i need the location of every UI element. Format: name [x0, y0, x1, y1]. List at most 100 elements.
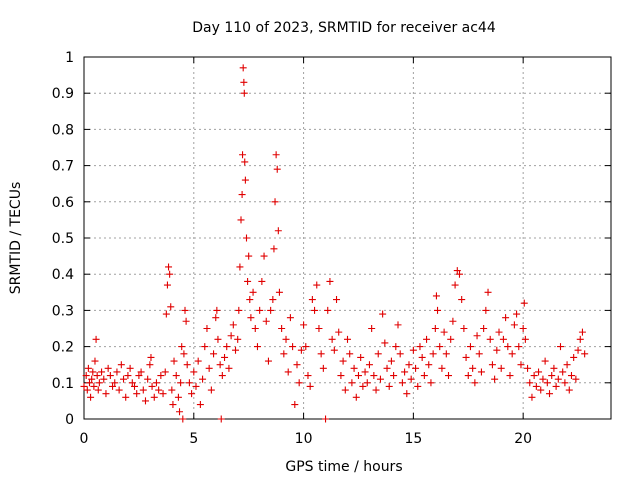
- data-point: [229, 321, 237, 329]
- data-point: [104, 364, 112, 372]
- data-point: [223, 343, 231, 351]
- data-point: [387, 357, 395, 365]
- data-point: [178, 343, 186, 351]
- data-point: [335, 328, 343, 336]
- y-tick-label: 0.9: [52, 86, 74, 102]
- data-point: [169, 401, 177, 409]
- data-point: [240, 89, 248, 97]
- data-point: [162, 310, 170, 318]
- data-point: [256, 306, 264, 314]
- data-point: [166, 270, 174, 278]
- axis-ticks: 00.10.20.30.40.50.60.70.80.910 5 10 15 20: [52, 50, 611, 447]
- data-point: [517, 361, 525, 369]
- data-point: [370, 372, 378, 380]
- data-point: [117, 361, 125, 369]
- data-point: [554, 375, 562, 383]
- data-point: [194, 357, 202, 365]
- data-point: [333, 296, 341, 304]
- data-point: [278, 325, 286, 332]
- data-point: [572, 375, 580, 383]
- data-point: [264, 357, 272, 365]
- data-point: [381, 339, 389, 347]
- y-tick-label: 0.8: [52, 122, 74, 138]
- data-point: [515, 343, 523, 351]
- data-point: [543, 379, 551, 387]
- data-point: [434, 306, 442, 314]
- data-point: [113, 368, 121, 376]
- data-point: [95, 379, 103, 387]
- data-point: [82, 372, 90, 380]
- data-point: [80, 382, 88, 390]
- data-point: [412, 364, 420, 372]
- data-point: [304, 372, 312, 380]
- data-point: [91, 357, 99, 365]
- data-point: [537, 386, 545, 394]
- data-point: [396, 350, 404, 358]
- data-point: [286, 314, 294, 322]
- data-point: [170, 357, 178, 365]
- data-point: [401, 368, 409, 376]
- data-point: [225, 364, 233, 372]
- data-point: [210, 350, 218, 358]
- data-point: [363, 379, 371, 387]
- data-point: [133, 390, 141, 398]
- data-point: [352, 393, 360, 401]
- data-point: [135, 372, 143, 380]
- data-point: [90, 382, 98, 390]
- data-point: [453, 267, 461, 275]
- data-point: [89, 368, 97, 376]
- data-point: [262, 317, 270, 325]
- data-point: [273, 165, 281, 173]
- plot-frame: [83, 56, 612, 420]
- data-point: [213, 306, 221, 314]
- data-point: [172, 372, 180, 380]
- data-point: [270, 245, 278, 253]
- data-point: [251, 325, 259, 332]
- chart-title: Day 110 of 2023, SRMTID for receiver ac4…: [192, 20, 496, 36]
- data-point: [407, 375, 415, 383]
- data-point: [372, 386, 380, 394]
- data-point: [124, 372, 132, 380]
- data-point: [246, 296, 254, 304]
- data-point: [122, 393, 130, 401]
- data-point: [495, 328, 503, 336]
- data-point: [326, 277, 334, 285]
- data-point: [431, 325, 439, 332]
- data-point: [183, 361, 191, 369]
- x-tick-label: 10: [295, 431, 313, 447]
- data-point: [458, 296, 466, 304]
- data-point: [403, 390, 411, 398]
- data-point: [317, 350, 325, 358]
- data-point: [311, 306, 319, 314]
- data-point: [368, 325, 376, 332]
- data-point: [530, 372, 538, 380]
- data-point: [155, 386, 163, 394]
- data-point: [176, 408, 184, 416]
- data-point: [242, 234, 250, 242]
- data-point: [159, 390, 167, 398]
- data-point: [272, 151, 280, 159]
- data-point: [249, 288, 257, 296]
- data-point: [139, 386, 147, 394]
- data-point: [475, 350, 483, 358]
- data-point: [275, 288, 283, 296]
- data-point: [497, 364, 505, 372]
- data-point: [167, 303, 175, 311]
- data-point: [383, 364, 391, 372]
- data-point: [188, 390, 196, 398]
- data-point: [480, 325, 488, 332]
- data-point: [269, 296, 277, 304]
- y-tick-label: 0.6: [52, 195, 74, 211]
- data-point: [567, 372, 575, 380]
- data-point: [337, 372, 345, 380]
- y-tick-label: 0.7: [52, 159, 74, 175]
- data-point: [486, 335, 494, 343]
- data-point: [111, 379, 119, 387]
- data-point: [576, 335, 584, 343]
- data-point: [148, 382, 156, 390]
- data-point: [451, 281, 459, 289]
- data-point: [344, 335, 351, 343]
- data-point: [563, 361, 571, 369]
- data-point: [447, 335, 455, 343]
